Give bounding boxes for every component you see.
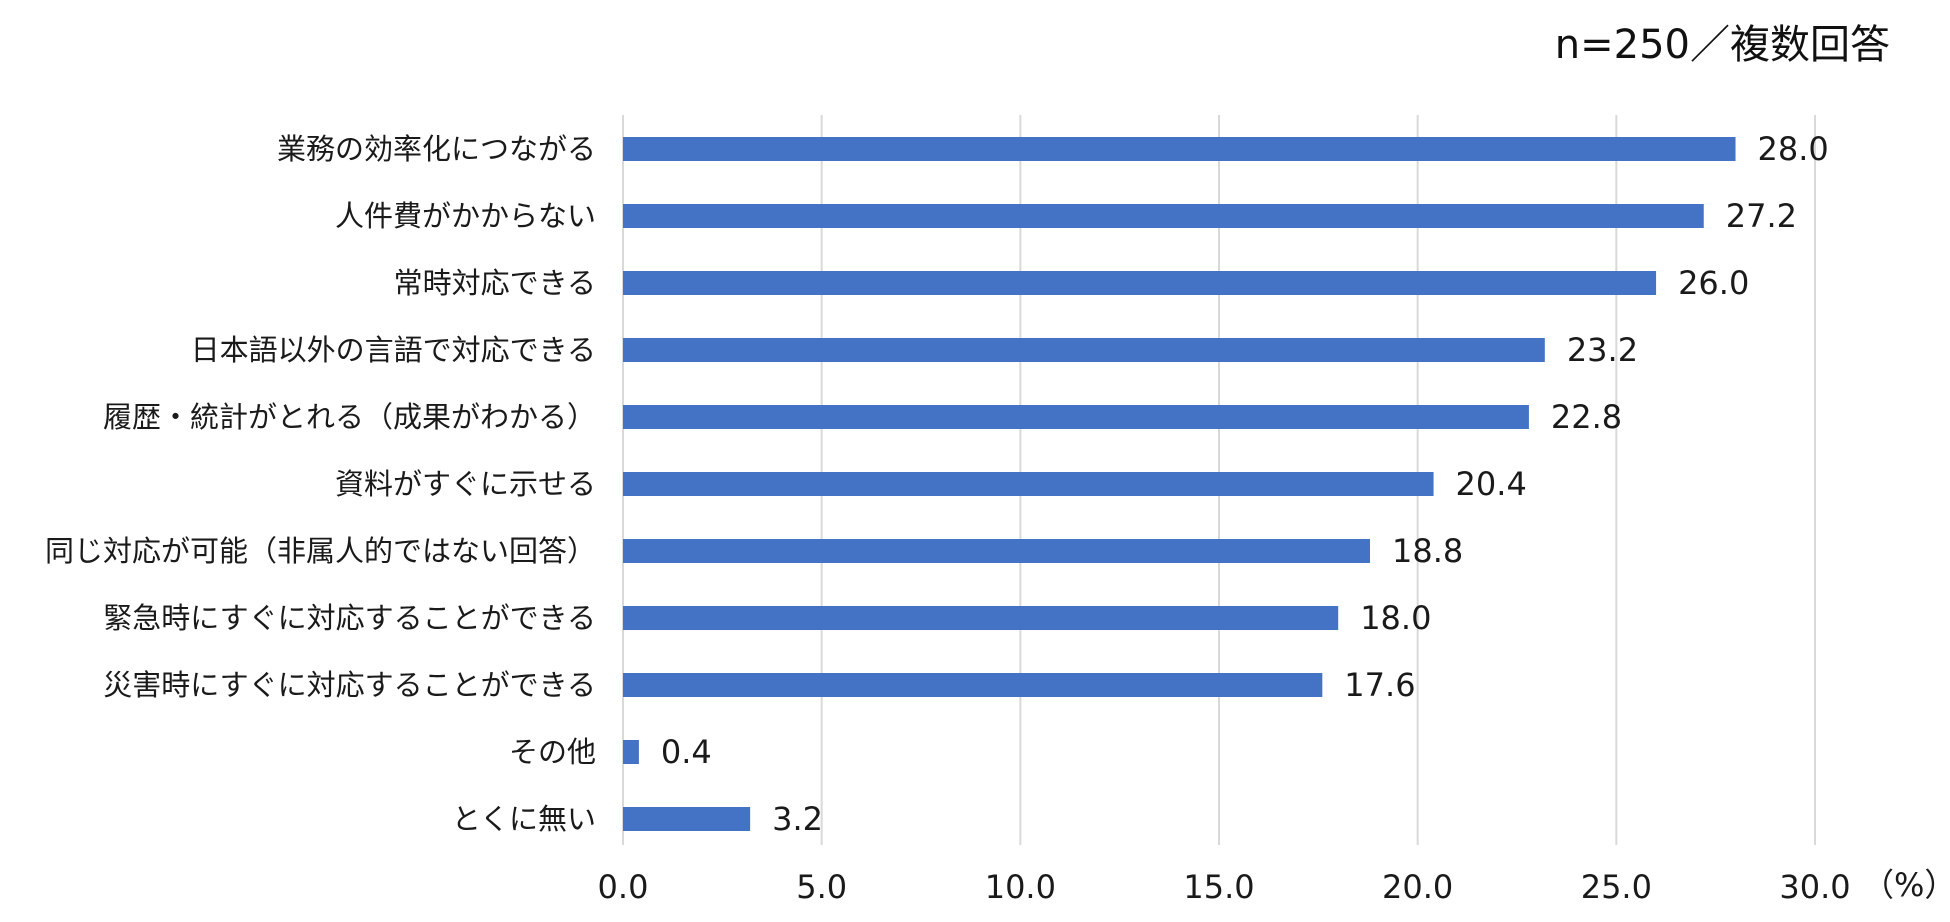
- x-tick-label: 5.0: [796, 868, 847, 906]
- bar: [623, 204, 1704, 228]
- value-label: 22.8: [1551, 398, 1622, 436]
- sample-note: n=250／複数回答: [1554, 22, 1890, 68]
- x-tick-label: 10.0: [985, 868, 1056, 906]
- x-tick-label: 15.0: [1183, 868, 1254, 906]
- value-label: 28.0: [1758, 130, 1829, 168]
- category-label: とくに無い: [452, 802, 596, 836]
- category-label: 災害時にすぐに対応することができる: [103, 668, 596, 702]
- category-label: 人件費がかからない: [335, 199, 596, 233]
- bar: [623, 472, 1434, 496]
- value-label: 20.4: [1456, 465, 1527, 503]
- value-label: 23.2: [1567, 331, 1638, 369]
- bar: [623, 405, 1529, 429]
- bar: [623, 271, 1657, 295]
- category-label: 日本語以外の言語で対応できる: [191, 333, 596, 367]
- category-label: 資料がすぐに示せる: [335, 467, 596, 501]
- category-label: 同じ対応が可能（非属人的ではない回答）: [45, 534, 596, 568]
- category-label: 常時対応できる: [394, 266, 596, 300]
- value-label: 17.6: [1344, 666, 1415, 704]
- value-label: 0.4: [661, 733, 712, 771]
- value-label: 26.0: [1678, 264, 1749, 302]
- value-label: 18.0: [1360, 599, 1431, 637]
- x-tick-label: 25.0: [1581, 868, 1652, 906]
- bar: [623, 807, 751, 831]
- bar: [623, 740, 639, 764]
- category-label: その他: [509, 735, 596, 769]
- value-label: 18.8: [1392, 532, 1463, 570]
- x-tick-label: 0.0: [598, 868, 649, 906]
- category-label: 履歴・統計がとれる（成果がわかる）: [103, 400, 596, 434]
- x-unit-label: （%）: [1862, 866, 1950, 904]
- category-label: 業務の効率化につながる: [277, 132, 596, 166]
- bar: [623, 338, 1545, 362]
- category-label: 緊急時にすぐに対応することができる: [103, 601, 596, 635]
- bar: [623, 673, 1323, 697]
- bar: [623, 137, 1736, 161]
- bar: [623, 539, 1370, 563]
- x-tick-label: 30.0: [1779, 868, 1850, 906]
- value-label: 27.2: [1726, 197, 1797, 235]
- bar: [623, 606, 1339, 630]
- x-tick-label: 20.0: [1382, 868, 1453, 906]
- value-label: 3.2: [772, 800, 823, 838]
